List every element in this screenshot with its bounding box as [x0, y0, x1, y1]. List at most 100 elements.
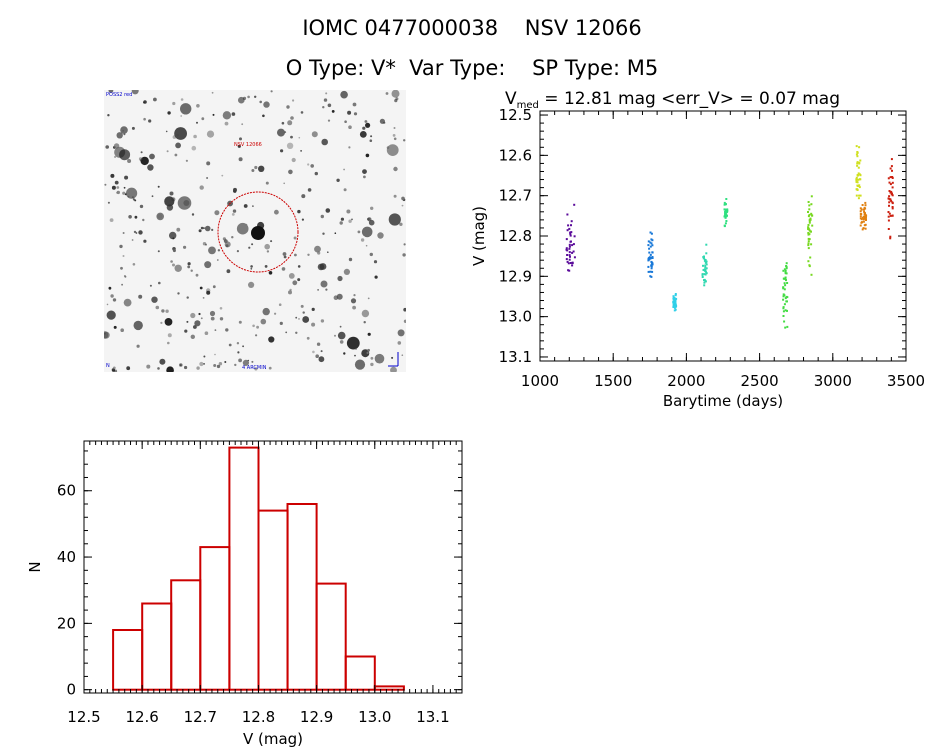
- lc-data-point: [887, 228, 890, 230]
- lc-data-point: [808, 218, 811, 221]
- lc-data-point: [891, 186, 894, 189]
- lc-data-point: [675, 297, 678, 300]
- lc-data-point: [863, 224, 866, 227]
- lc-data-point: [859, 210, 862, 213]
- lc-data-point: [702, 269, 705, 271]
- field-star: [327, 119, 331, 122]
- lc-data-point: [809, 256, 812, 259]
- field-star: [399, 222, 403, 226]
- lc-data-point: [648, 256, 651, 259]
- lc-data-point: [863, 212, 866, 215]
- orientation-arrow-icon: [388, 352, 399, 367]
- field-star: [199, 361, 204, 367]
- field-star: [334, 334, 336, 337]
- lc-data-point: [857, 166, 860, 169]
- field-star: [204, 331, 209, 335]
- lc-data-point: [651, 270, 654, 273]
- lc-data-point: [725, 220, 728, 222]
- lc-data-point: [703, 278, 706, 281]
- lc-data-point: [674, 293, 677, 295]
- field-star: [186, 296, 189, 299]
- field-star: [340, 90, 348, 99]
- field-star: [108, 286, 112, 290]
- lc-data-point: [808, 264, 811, 267]
- field-star: [277, 128, 285, 137]
- field-star: [265, 181, 269, 185]
- lc-data-point: [724, 222, 727, 225]
- lc-data-point: [859, 207, 862, 210]
- field-star: [196, 104, 200, 108]
- lc-data-point: [808, 213, 811, 216]
- field-star: [281, 121, 285, 125]
- lc-data-point: [570, 224, 572, 227]
- lc-data-point: [650, 267, 653, 270]
- field-star: [122, 255, 125, 257]
- field-star: [231, 112, 236, 116]
- field-star: [174, 127, 187, 140]
- field-star: [331, 110, 335, 113]
- field-star: [106, 303, 109, 306]
- lc-data-point: [648, 247, 651, 250]
- field-star: [127, 159, 132, 163]
- field-star: [348, 257, 353, 262]
- lc-data-point: [783, 288, 786, 291]
- field-star: [193, 134, 197, 139]
- field-star: [390, 366, 397, 372]
- lc-data-point: [857, 178, 860, 181]
- field-star: [367, 348, 370, 352]
- field-star: [196, 366, 200, 370]
- field-star: [167, 341, 170, 345]
- field-star: [386, 144, 399, 156]
- field-star: [347, 110, 352, 115]
- field-star: [274, 312, 277, 315]
- field-star: [354, 359, 366, 370]
- field-star: [222, 237, 226, 241]
- lc-data-point: [650, 275, 653, 278]
- lc-data-point: [809, 217, 812, 220]
- field-star: [233, 187, 237, 192]
- field-star: [365, 153, 370, 158]
- lc-data-point: [864, 227, 867, 230]
- lc-data-point: [569, 234, 572, 237]
- field-star: [172, 263, 175, 267]
- field-star: [317, 289, 319, 291]
- lc-data-point: [567, 224, 570, 227]
- field-star: [212, 285, 216, 289]
- field-star: [367, 332, 371, 336]
- lc-data-point: [565, 248, 568, 251]
- field-star: [110, 173, 115, 178]
- lc-data-point: [807, 201, 810, 203]
- field-star: [106, 310, 116, 320]
- field-star: [288, 290, 292, 295]
- field-star: [239, 137, 242, 141]
- lc-data-point: [890, 190, 893, 193]
- field-star: [403, 139, 406, 142]
- field-star: [297, 278, 301, 282]
- field-star: [290, 116, 294, 120]
- field-star: [290, 135, 293, 139]
- lc-data-point: [703, 273, 706, 276]
- field-star: [348, 219, 352, 223]
- field-star: [314, 245, 321, 253]
- lc-data-point: [783, 303, 786, 306]
- field-star: [255, 334, 258, 337]
- field-star: [353, 112, 358, 116]
- field-star: [114, 155, 117, 158]
- field-star: [374, 353, 385, 364]
- field-star: [149, 153, 155, 160]
- field-star: [164, 196, 175, 207]
- field-star: [252, 205, 254, 207]
- field-star: [302, 311, 305, 314]
- field-star: [320, 319, 325, 323]
- lc-data-point: [705, 272, 708, 275]
- lc-data-point: [569, 255, 571, 258]
- lc-data-point: [724, 213, 727, 215]
- field-star: [266, 250, 270, 253]
- field-star: [285, 331, 288, 334]
- field-star: [295, 316, 298, 319]
- field-star: [214, 353, 216, 356]
- lc-data-point: [856, 161, 859, 164]
- field-star: [307, 188, 312, 192]
- finder-scale-label: 4 ARCMIN: [242, 365, 267, 371]
- lc-data-point: [703, 259, 706, 262]
